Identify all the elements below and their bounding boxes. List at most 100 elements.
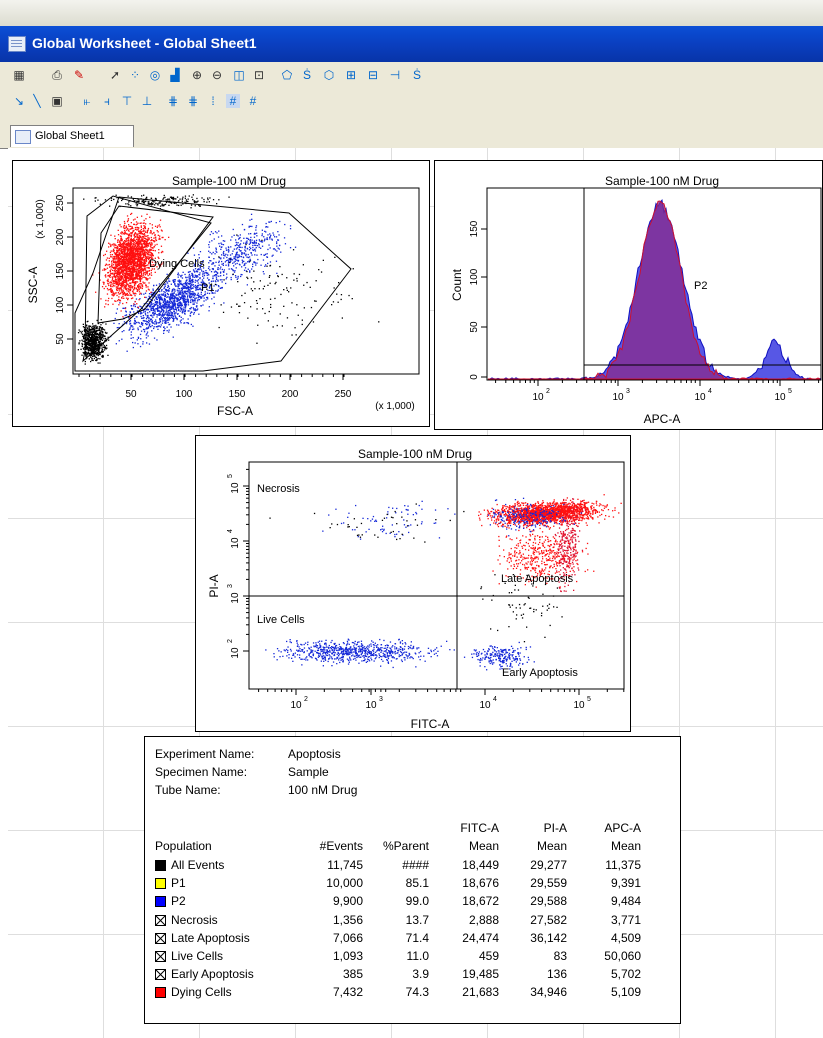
data-point [186, 297, 189, 299]
gate-polygon-dying-cells[interactable] [97, 205, 214, 324]
data-point [184, 195, 187, 197]
data-point [90, 343, 92, 345]
data-point [135, 321, 138, 324]
data-point [151, 320, 153, 322]
snap-grid-icon[interactable]: # [249, 94, 257, 108]
data-point [251, 218, 253, 220]
data-point [148, 261, 150, 263]
data-point [144, 249, 146, 251]
data-point [187, 310, 189, 312]
worksheet-icon[interactable]: ▦ [13, 68, 25, 82]
stats-view-icon[interactable]: Ṡ [412, 68, 421, 82]
print-icon[interactable]: ⎙ [52, 68, 62, 82]
data-point [214, 270, 217, 272]
contour-plot-icon[interactable]: ◎ [149, 68, 161, 82]
histogram-icon[interactable]: ▟ [170, 68, 180, 82]
data-point [322, 259, 324, 261]
data-point [101, 356, 103, 358]
data-point [147, 237, 149, 239]
data-point [128, 277, 130, 279]
data-point [99, 342, 101, 344]
data-point [114, 238, 116, 240]
title-bar[interactable]: Global Worksheet - Global Sheet1 [0, 26, 823, 62]
data-point [147, 229, 149, 231]
data-point [131, 227, 133, 230]
data-point [168, 316, 171, 319]
data-point [237, 235, 239, 237]
data-point [130, 239, 132, 241]
data-point [331, 304, 333, 306]
grid-toggle-icon[interactable]: # [226, 94, 240, 108]
data-point [95, 331, 98, 333]
data-point [119, 276, 121, 278]
data-point [128, 264, 130, 266]
pdf-icon[interactable]: ✎ [73, 68, 85, 82]
data-point [184, 312, 186, 315]
data-point [159, 304, 162, 306]
pointer-icon[interactable]: ➚ [109, 68, 121, 82]
data-point [254, 288, 256, 290]
distribute-h-icon[interactable]: ⋕ [167, 94, 179, 108]
align-middle-icon[interactable]: ⊥ [141, 94, 153, 108]
data-point [261, 245, 264, 247]
grid-icon[interactable]: ⊞ [345, 68, 357, 82]
data-point [230, 268, 233, 270]
data-point [134, 218, 136, 220]
data-point [139, 258, 141, 260]
data-point [198, 299, 201, 301]
data-point [186, 322, 188, 324]
distribute-v-icon[interactable]: ⋕ [187, 94, 199, 108]
data-point [97, 345, 99, 348]
draw-line-icon[interactable]: ╲ [33, 94, 41, 108]
data-point [200, 293, 202, 295]
align-left-icon[interactable]: ⫦ [83, 94, 91, 108]
data-point [97, 339, 99, 341]
data-point [245, 250, 247, 252]
zoom-out-icon[interactable]: ⊖ [211, 68, 223, 82]
data-point [124, 288, 127, 290]
distribute-grid-icon[interactable]: ⁞ [211, 94, 215, 108]
data-point [187, 289, 190, 291]
data-point [208, 286, 211, 289]
data-point [129, 259, 131, 262]
data-point [105, 285, 107, 288]
data-point [132, 337, 134, 339]
data-point [159, 306, 161, 308]
add-gate-icon[interactable]: ⬡ [323, 68, 335, 82]
snap-to-gate-icon[interactable]: ⊡ [253, 68, 265, 82]
gate-polygon-p1[interactable] [82, 195, 212, 363]
data-point [117, 241, 119, 243]
y-tick-label: 250 [55, 194, 66, 211]
zoom-in-icon[interactable]: ⊕ [191, 68, 203, 82]
interval-gate-icon[interactable]: ⊣ [389, 68, 401, 82]
dot-plot-icon[interactable]: ⁘ [129, 68, 141, 82]
data-point [238, 238, 240, 240]
data-point [125, 245, 127, 247]
gate-icon[interactable]: ◫ [233, 68, 245, 82]
data-point [118, 282, 120, 284]
text-box-icon[interactable]: ▣ [51, 94, 63, 108]
polygon-gate-icon[interactable]: ⬠ [281, 68, 293, 82]
data-point [167, 296, 169, 298]
data-point [87, 351, 90, 353]
split-icon[interactable]: ⊟ [367, 68, 379, 82]
data-point [156, 308, 158, 310]
data-point [174, 297, 176, 299]
data-point [117, 247, 119, 249]
stats-icon[interactable]: Ṡ [302, 68, 311, 82]
data-point [153, 264, 155, 266]
align-top-icon[interactable]: ⊤ [121, 94, 133, 108]
data-point [218, 256, 220, 258]
tab-label: Global Sheet1 [35, 130, 105, 142]
data-point [224, 240, 226, 242]
data-point [207, 197, 209, 199]
data-point [251, 254, 253, 256]
data-point [140, 260, 142, 263]
data-point [93, 346, 95, 349]
scatter-plot-fsc-ssc[interactable]: Sample-100 nM Drug Dying Cells P1 50 100 1… [12, 160, 430, 427]
data-point [130, 238, 132, 240]
line-tool-icon[interactable]: ↘ [13, 94, 25, 108]
tab-global-sheet1[interactable]: Global Sheet1 [10, 125, 134, 147]
align-center-icon[interactable]: ⫞ [103, 94, 110, 108]
data-point [133, 257, 135, 260]
